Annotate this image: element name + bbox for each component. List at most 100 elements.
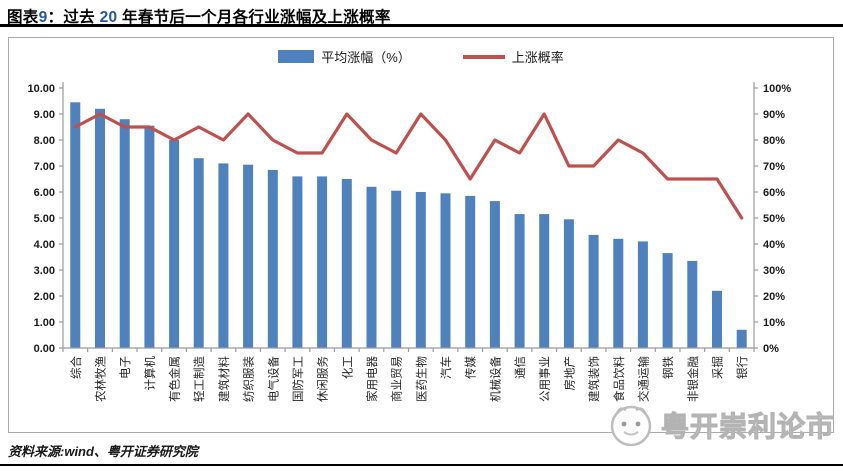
legend-item-bar: 平均涨幅（%） xyxy=(278,47,411,66)
svg-text:9.00: 9.00 xyxy=(34,109,55,121)
figure-title-prefix: 图表 xyxy=(7,9,39,26)
bar-采掘 xyxy=(712,290,722,348)
svg-text:2.00: 2.00 xyxy=(34,291,55,303)
chart-container: 平均涨幅（%） 上涨概率 10.00 9.00 8.00 7.00 6.00 5.00 4.… xyxy=(8,37,834,433)
legend-item-line: 上涨概率 xyxy=(462,47,564,66)
svg-text:7.00: 7.00 xyxy=(34,161,55,173)
bar-line-chart: 10.00 9.00 8.00 7.00 6.00 5.00 4.00 3.00 2.00 1.0… xyxy=(27,82,791,402)
bar-休闲服务 xyxy=(317,176,328,348)
svg-text:公用事业: 公用事业 xyxy=(539,356,552,402)
svg-text:房地产: 房地产 xyxy=(562,356,576,391)
svg-text:4.00: 4.00 xyxy=(34,239,55,251)
svg-text:钢铁: 钢铁 xyxy=(662,356,675,379)
bar-有色金属 xyxy=(169,140,180,348)
bar-房地产 xyxy=(563,219,574,348)
svg-text:6.00: 6.00 xyxy=(34,187,55,199)
svg-text:60%: 60% xyxy=(763,187,785,199)
bar-电子 xyxy=(119,119,130,348)
svg-text:3.00: 3.00 xyxy=(34,265,55,277)
bar-钢铁 xyxy=(662,253,673,348)
bar-公用事业 xyxy=(539,214,550,348)
right-axis-labels: 100% 90% 80% 70% 60% 50% 40% 30% 20% 10% 0% xyxy=(754,83,791,355)
bar-纺织服装 xyxy=(243,164,254,348)
figure-number: 9 xyxy=(38,9,48,26)
svg-text:建筑材料: 建筑材料 xyxy=(217,356,231,402)
svg-text:机械设备: 机械设备 xyxy=(488,356,502,402)
svg-text:5.00: 5.00 xyxy=(34,213,55,225)
svg-text:90%: 90% xyxy=(763,109,785,121)
bar-农林牧渔 xyxy=(95,108,105,348)
svg-text:10%: 10% xyxy=(763,317,785,329)
svg-text:有色金属: 有色金属 xyxy=(168,356,182,402)
figure-title-years-number: 20 xyxy=(99,9,118,26)
svg-text:农林牧渔: 农林牧渔 xyxy=(94,356,108,402)
bar-计算机 xyxy=(144,125,155,348)
svg-text:化工: 化工 xyxy=(340,356,354,379)
svg-text:国防军工: 国防军工 xyxy=(291,356,305,402)
bar-非银金融 xyxy=(687,260,698,348)
bar-传媒 xyxy=(465,195,476,348)
svg-text:20%: 20% xyxy=(763,291,785,303)
bar-医药生物 xyxy=(415,192,426,348)
svg-text:通信: 通信 xyxy=(514,356,527,379)
bars-group xyxy=(70,102,747,348)
svg-text:商业贸易: 商业贸易 xyxy=(390,356,404,402)
svg-text:0.00: 0.00 xyxy=(34,343,55,355)
figure-title-text-2: 年春节后一个月各行业涨幅及上涨概率 xyxy=(117,9,391,26)
legend-line-label: 上涨概率 xyxy=(511,50,564,65)
svg-text:10.00: 10.00 xyxy=(27,83,55,95)
svg-text:银行: 银行 xyxy=(735,356,749,379)
bar-建筑材料 xyxy=(218,163,229,348)
source-note: 资料来源:wind、粤开证券研究院 xyxy=(8,444,198,459)
x-axis-labels: 综合 农林牧渔 电子 计算机 有色金属 轻工制造 建筑材料 纺织服装 电气设备 国防军工 休闲服务化… xyxy=(69,356,749,402)
legend-line-swatch-icon xyxy=(462,54,505,59)
svg-text:纺织服装: 纺织服装 xyxy=(242,356,256,402)
legend-bar-swatch-icon xyxy=(278,50,315,63)
bar-家用电器 xyxy=(366,186,377,348)
bar-国防军工 xyxy=(292,176,303,348)
figure-title-colon: ： xyxy=(47,9,64,26)
svg-text:电子: 电子 xyxy=(119,356,132,379)
svg-text:休闲服务: 休闲服务 xyxy=(316,356,330,402)
bar-建筑装饰 xyxy=(588,234,599,348)
svg-text:计算机: 计算机 xyxy=(143,356,157,391)
svg-text:非银金融: 非银金融 xyxy=(686,356,700,402)
svg-text:0%: 0% xyxy=(763,343,779,355)
chart-legend: 平均涨幅（%） 上涨概率 xyxy=(9,47,833,66)
svg-text:轻工制造: 轻工制造 xyxy=(192,356,206,402)
left-axis-labels: 10.00 9.00 8.00 7.00 6.00 5.00 4.00 3.00 2.00 1.0… xyxy=(27,83,63,355)
svg-text:医药生物: 医药生物 xyxy=(414,356,428,402)
svg-text:8.00: 8.00 xyxy=(34,135,55,147)
bar-机械设备 xyxy=(489,201,500,348)
svg-text:70%: 70% xyxy=(763,161,785,173)
svg-text:传媒: 传媒 xyxy=(464,356,478,379)
svg-text:家用电器: 家用电器 xyxy=(365,356,379,402)
bar-综合 xyxy=(70,102,81,348)
bottom-divider xyxy=(0,464,843,466)
legend-bar-label: 平均涨幅（%） xyxy=(321,50,411,65)
svg-text:食品饮料: 食品饮料 xyxy=(612,356,626,402)
svg-text:汽车: 汽车 xyxy=(439,356,453,379)
svg-text:综合: 综合 xyxy=(69,356,83,379)
svg-text:50%: 50% xyxy=(763,213,785,225)
svg-text:30%: 30% xyxy=(763,265,785,277)
figure-title-text-1: 过去 xyxy=(63,9,100,26)
svg-text:1.00: 1.00 xyxy=(34,317,55,329)
bar-交通运输 xyxy=(637,241,648,348)
svg-text:80%: 80% xyxy=(763,135,785,147)
bar-汽车 xyxy=(440,193,451,348)
svg-text:40%: 40% xyxy=(763,239,785,251)
bar-通信 xyxy=(514,214,525,348)
bar-化工 xyxy=(341,179,352,348)
axes xyxy=(62,82,755,352)
svg-text:电气设备: 电气设备 xyxy=(266,356,280,402)
bar-电气设备 xyxy=(267,169,278,348)
bar-食品饮料 xyxy=(613,238,624,348)
bar-轻工制造 xyxy=(193,158,204,348)
bar-商业贸易 xyxy=(391,190,402,348)
bar-银行 xyxy=(736,329,747,348)
probability-line xyxy=(73,112,744,220)
svg-text:交通运输: 交通运输 xyxy=(636,356,650,402)
svg-text:采掘: 采掘 xyxy=(710,356,724,379)
